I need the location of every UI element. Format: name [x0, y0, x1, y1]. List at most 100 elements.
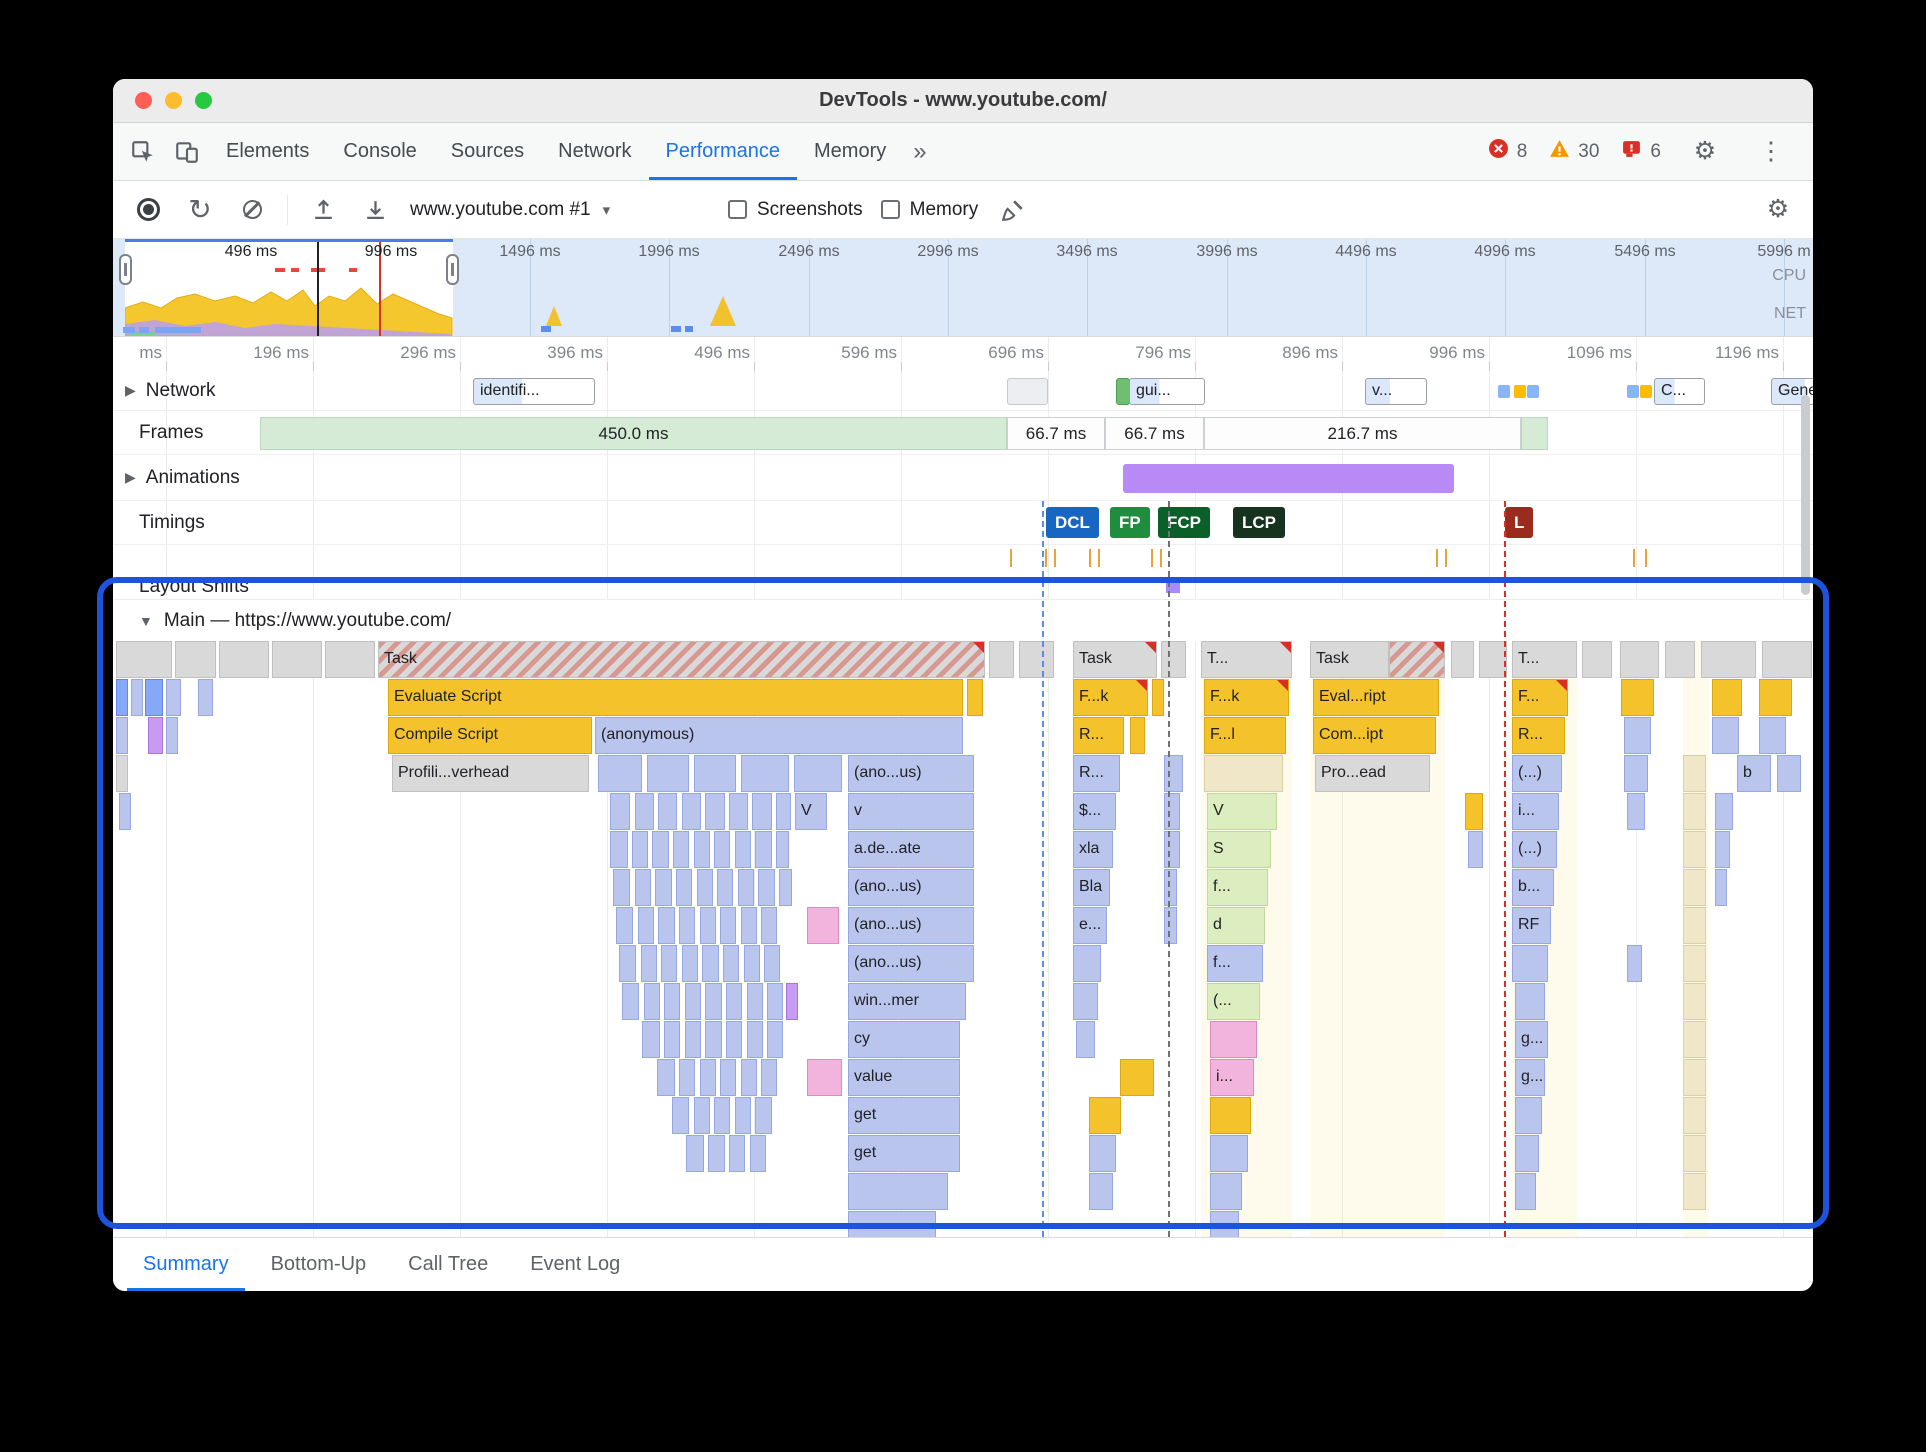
- flame-chart-block[interactable]: [1479, 641, 1507, 678]
- flame-chart-block[interactable]: [685, 983, 701, 1020]
- flame-chart-block[interactable]: F...: [1512, 679, 1568, 716]
- network-track-label[interactable]: ▶ Network: [125, 379, 216, 401]
- flame-chart-block[interactable]: Com...ipt: [1313, 717, 1436, 754]
- flame-chart-block[interactable]: i...: [1210, 1059, 1254, 1096]
- flame-chart-block[interactable]: [610, 831, 628, 868]
- frame-duration-bar[interactable]: 66.7 ms: [1105, 417, 1204, 450]
- flame-chart-block[interactable]: [676, 869, 692, 906]
- error-count-badge[interactable]: 8: [1488, 138, 1527, 165]
- details-tab-bottom-up[interactable]: Bottom-Up: [270, 1253, 367, 1275]
- flame-chart-block[interactable]: Profili...verhead: [392, 755, 589, 792]
- flame-chart-block[interactable]: [1621, 679, 1654, 716]
- flame-chart-block[interactable]: F...l: [1204, 717, 1286, 754]
- flame-chart-block[interactable]: [652, 831, 669, 868]
- flame-chart-block[interactable]: xla: [1073, 831, 1113, 868]
- flame-chart-block[interactable]: [148, 717, 163, 754]
- tab-sources[interactable]: Sources: [450, 140, 525, 162]
- flame-chart-block[interactable]: [967, 679, 983, 716]
- network-request-chip[interactable]: identifi...: [473, 378, 595, 405]
- flame-chart-block[interactable]: [1582, 641, 1612, 678]
- record-button[interactable]: [131, 193, 165, 227]
- flame-chart-block[interactable]: [647, 755, 689, 792]
- flame-chart-block[interactable]: [1019, 641, 1054, 678]
- flame-chart-block[interactable]: F...k: [1204, 679, 1289, 716]
- flame-chart-block[interactable]: [1712, 679, 1742, 716]
- memory-checkbox[interactable]: [880, 200, 900, 219]
- frame-duration-bar[interactable]: 450.0 ms: [260, 417, 1007, 450]
- flame-chart-block[interactable]: [116, 717, 128, 754]
- flame-chart-block[interactable]: [1210, 1021, 1257, 1058]
- flame-chart-block[interactable]: [1210, 1173, 1242, 1210]
- flame-chart-block[interactable]: [1073, 983, 1098, 1020]
- flame-chart-block[interactable]: [761, 907, 777, 944]
- flame-chart-block[interactable]: [1164, 869, 1177, 906]
- flame-chart-block[interactable]: [720, 1059, 736, 1096]
- flame-chart-block[interactable]: [702, 945, 719, 982]
- screenshots-checkbox[interactable]: [728, 200, 747, 219]
- flame-chart-block[interactable]: [776, 831, 789, 868]
- flame-chart-block[interactable]: (ano...us): [848, 755, 974, 792]
- flame-chart-block[interactable]: (...: [1207, 983, 1260, 1020]
- flame-chart-block[interactable]: [1130, 717, 1145, 754]
- timings-track[interactable]: Timings DCL FP FCP LCP L: [113, 501, 1813, 545]
- flame-chart-block[interactable]: R...: [1073, 755, 1120, 792]
- flame-chart-block[interactable]: [1715, 793, 1733, 830]
- flame-chart-block[interactable]: (ano...us): [848, 907, 974, 944]
- flame-chart-block[interactable]: Compile Script: [388, 717, 592, 754]
- flame-chart-block[interactable]: [635, 869, 651, 906]
- frame-duration-bar[interactable]: 66.7 ms: [1007, 417, 1105, 450]
- flame-chart-block[interactable]: [1624, 717, 1651, 754]
- tab-network[interactable]: Network: [558, 140, 632, 162]
- flame-chart-block[interactable]: [325, 641, 375, 678]
- flame-chart-block[interactable]: [848, 1211, 936, 1237]
- timing-marker-l[interactable]: L: [1505, 507, 1534, 538]
- flame-chart-block[interactable]: [1210, 1211, 1239, 1237]
- flame-chart-block[interactable]: [1627, 945, 1642, 982]
- flame-chart-block[interactable]: [1683, 1135, 1706, 1172]
- flame-chart-block[interactable]: [741, 907, 757, 944]
- network-request-chip[interactable]: gui...: [1129, 378, 1205, 405]
- flame-chart-block[interactable]: [658, 907, 675, 944]
- flame-chart-block[interactable]: [1683, 1059, 1706, 1096]
- flame-chart-block[interactable]: [613, 869, 630, 906]
- kebab-menu-icon[interactable]: ⋮: [1758, 137, 1784, 165]
- flame-chart-block[interactable]: [686, 1135, 704, 1172]
- flame-chart-block[interactable]: [661, 945, 677, 982]
- flame-chart-block[interactable]: (...): [1512, 831, 1557, 868]
- timing-marker-fcp[interactable]: FCP: [1158, 507, 1210, 538]
- flame-chart-block[interactable]: [758, 869, 775, 906]
- network-request-chip[interactable]: [1627, 385, 1639, 398]
- inspect-element-icon[interactable]: [121, 123, 165, 180]
- flame-chart-block[interactable]: [755, 831, 772, 868]
- flame-chart-block[interactable]: [641, 945, 657, 982]
- flame-chart-block[interactable]: [635, 793, 654, 830]
- flame-chart-block[interactable]: [1152, 679, 1164, 716]
- flame-chart-block[interactable]: Pro...ead: [1315, 755, 1430, 792]
- flame-chart-block[interactable]: [116, 679, 128, 716]
- flame-chart-block[interactable]: [848, 1173, 948, 1210]
- maximize-window-button[interactable]: [195, 92, 212, 109]
- flame-chart-block[interactable]: [632, 831, 648, 868]
- flame-chart-block[interactable]: [694, 1097, 710, 1134]
- flame-chart-block[interactable]: [1777, 755, 1801, 792]
- flame-chart-block[interactable]: [1515, 1173, 1536, 1210]
- flame-chart-block[interactable]: get: [848, 1135, 960, 1172]
- load-profile-icon[interactable]: [306, 193, 340, 227]
- network-request-chip[interactable]: [1007, 378, 1048, 405]
- overview-selection-window[interactable]: [123, 239, 453, 336]
- collect-garbage-icon[interactable]: [996, 193, 1030, 227]
- flame-chart-block[interactable]: [610, 793, 630, 830]
- flame-chart-block[interactable]: a.de...ate: [848, 831, 974, 868]
- flame-chart-block[interactable]: [714, 1097, 730, 1134]
- flame-chart-block[interactable]: Task: [1073, 641, 1157, 678]
- flame-chart-block[interactable]: [694, 755, 736, 792]
- main-thread-header[interactable]: ▼ Main — https://www.youtube.com/: [113, 599, 1813, 641]
- flame-chart-block[interactable]: R...: [1512, 717, 1565, 754]
- reload-and-record-button[interactable]: ↻: [188, 193, 212, 225]
- flame-chart-block[interactable]: get: [848, 1097, 960, 1134]
- network-request-chip[interactable]: [1116, 378, 1130, 405]
- flame-chart-block[interactable]: V: [1207, 793, 1277, 830]
- flame-chart-block[interactable]: [807, 907, 839, 944]
- flame-chart-block[interactable]: [741, 1059, 757, 1096]
- details-tab-event-log[interactable]: Event Log: [530, 1253, 621, 1275]
